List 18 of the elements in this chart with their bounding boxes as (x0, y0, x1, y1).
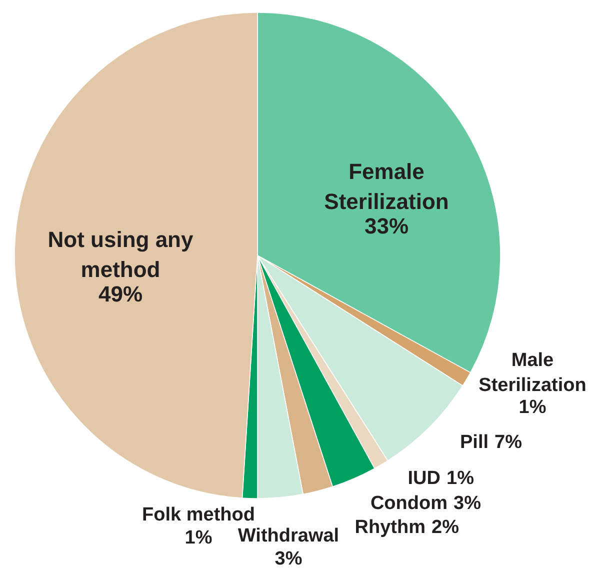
slice-label: Withdrawal (238, 526, 340, 547)
slice-label: Male Sterilization (478, 350, 586, 396)
slice-label: Condom (370, 493, 448, 514)
slice-label: Rhythm (354, 517, 426, 538)
slice-label: Folk method (142, 504, 255, 526)
data-label: 7% (494, 432, 522, 453)
data-label: 1% (446, 468, 474, 489)
data-label: 2% (432, 517, 460, 538)
data-label: 3% (274, 548, 302, 570)
slice-label: Pill (460, 432, 489, 453)
data-label: 49% (98, 281, 143, 306)
data-label: 3% (454, 493, 482, 514)
data-label: 1% (518, 396, 546, 418)
data-label: 33% (364, 213, 409, 238)
slice-label: Female Sterilization (324, 158, 449, 214)
slice-label: Not using any method (48, 226, 194, 282)
data-label: 1% (184, 527, 212, 548)
slice-label: IUD (408, 468, 441, 489)
